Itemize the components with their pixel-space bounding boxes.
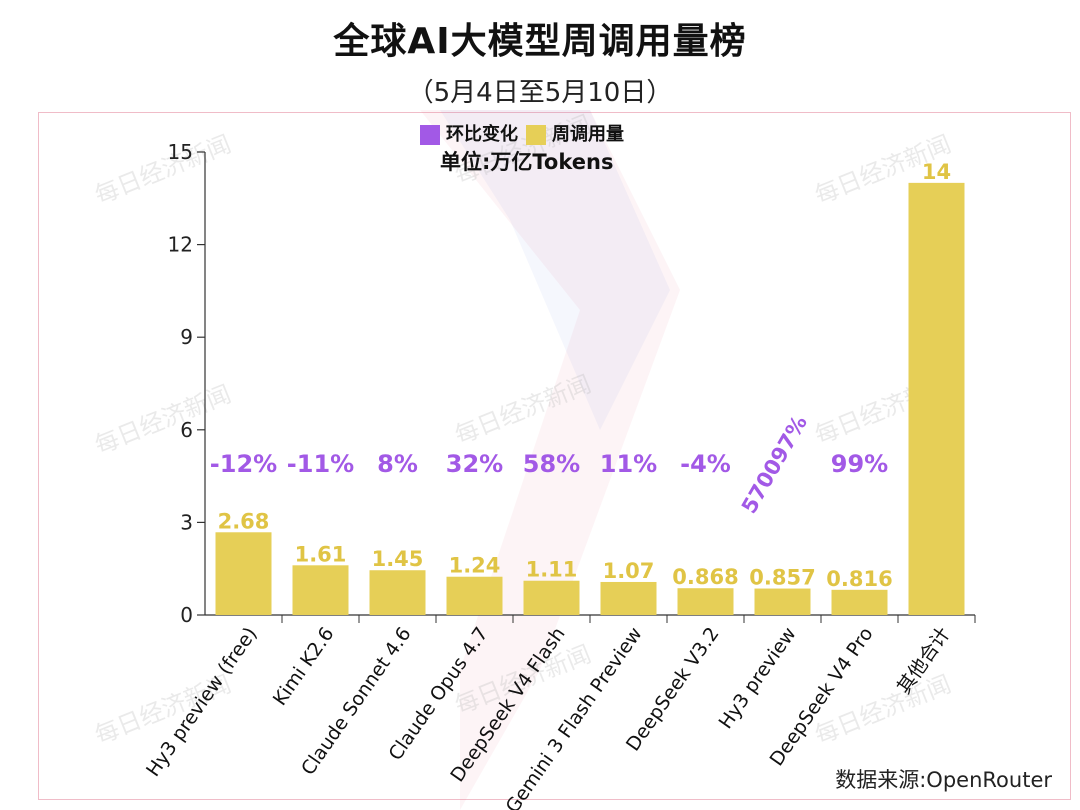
bar-value-label: 0.868 bbox=[672, 565, 738, 589]
y-tick-label: 6 bbox=[180, 418, 193, 442]
bar-value-label: 1.07 bbox=[603, 559, 655, 583]
bar bbox=[754, 588, 811, 615]
bar-value-label: 0.857 bbox=[749, 566, 815, 590]
legend-swatch-change bbox=[420, 125, 440, 145]
y-tick-label: 3 bbox=[180, 510, 193, 534]
category-label: 其他合计 bbox=[893, 623, 955, 698]
background-logo-shape bbox=[420, 110, 680, 810]
legend-item-change: 环比变化 bbox=[420, 120, 518, 146]
bar bbox=[523, 580, 580, 615]
category-label: Hy3 preview (free) bbox=[142, 623, 261, 781]
bar bbox=[369, 570, 426, 615]
category-label: Gemini 3 Flash Preview bbox=[502, 623, 647, 810]
change-label: 11% bbox=[600, 450, 657, 478]
bar bbox=[908, 182, 965, 615]
change-label: 58% bbox=[523, 450, 580, 478]
change-label: 99% bbox=[831, 450, 888, 478]
bar bbox=[677, 588, 734, 615]
y-tick-label: 12 bbox=[168, 233, 193, 257]
category-label: Hy3 preview bbox=[715, 623, 801, 733]
y-tick-label: 15 bbox=[168, 140, 193, 164]
bar-value-label: 1.45 bbox=[372, 547, 424, 571]
bar-value-label: 1.24 bbox=[449, 554, 501, 578]
legend-label-change: 环比变化 bbox=[446, 124, 518, 145]
y-tick-label: 0 bbox=[180, 603, 193, 627]
bar bbox=[215, 532, 272, 615]
data-source: 数据来源:OpenRouter bbox=[835, 768, 1052, 792]
chart-title: 全球AI大模型周调用量榜 bbox=[333, 21, 747, 62]
change-label: 8% bbox=[377, 450, 418, 478]
chart-subtitle: （5月4日至5月10日） bbox=[407, 78, 673, 108]
chart-frame bbox=[38, 112, 1071, 800]
legend-label-volume: 周调用量 bbox=[552, 124, 624, 145]
unit-label: 单位:万亿Tokens bbox=[440, 150, 614, 174]
change-label: -4% bbox=[680, 450, 731, 478]
category-label: Kimi K2.6 bbox=[269, 623, 339, 710]
bar-value-label: 1.11 bbox=[526, 558, 578, 582]
change-label: -11% bbox=[287, 450, 354, 478]
bar-value-label: 2.68 bbox=[218, 509, 270, 533]
legend-item-volume: 周调用量 bbox=[526, 120, 624, 146]
change-label: 570097% bbox=[737, 411, 812, 517]
bar bbox=[831, 589, 888, 615]
bar bbox=[292, 565, 349, 615]
bar bbox=[600, 581, 657, 615]
chart-legend: 环比变化 周调用量 bbox=[420, 120, 624, 146]
bar-value-label: 0.816 bbox=[826, 567, 892, 591]
change-label: -12% bbox=[210, 450, 277, 478]
bar-value-label: 14 bbox=[922, 160, 951, 184]
legend-swatch-volume bbox=[526, 125, 546, 145]
bar-value-label: 1.61 bbox=[295, 542, 347, 566]
bar bbox=[446, 576, 503, 615]
change-label: 32% bbox=[446, 450, 503, 478]
y-tick-label: 9 bbox=[180, 325, 193, 349]
